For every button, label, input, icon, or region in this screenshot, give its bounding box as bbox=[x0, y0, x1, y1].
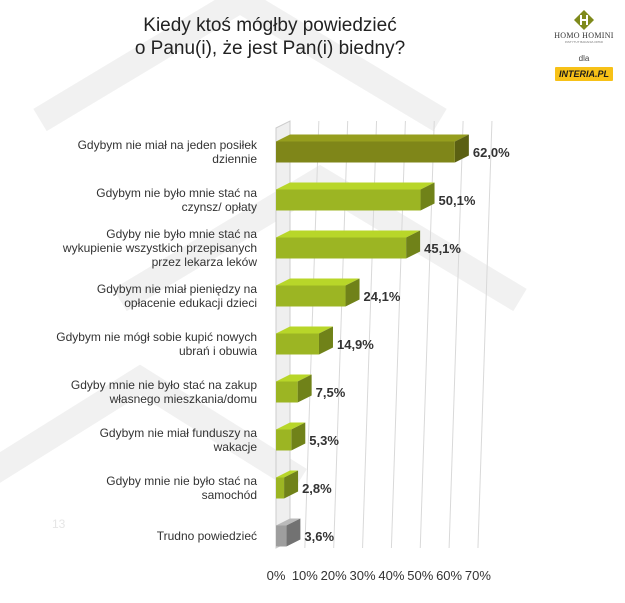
bar bbox=[276, 182, 435, 211]
category-label: wakacje bbox=[213, 440, 258, 454]
category-label: Gdyby mnie nie było stać na bbox=[106, 474, 257, 488]
gridline bbox=[448, 120, 464, 549]
bar-top bbox=[276, 422, 306, 430]
bar-front bbox=[276, 477, 285, 499]
category-label: Gdybym nie było mnie stać na bbox=[96, 186, 257, 200]
brand-for-label: dla bbox=[578, 54, 590, 63]
bar-top bbox=[276, 182, 435, 190]
bar-side bbox=[297, 374, 312, 403]
homo-homini-logo-icon bbox=[574, 10, 594, 30]
category-label: Gdybym nie miał pieniędzy na bbox=[97, 282, 257, 296]
gridline bbox=[477, 120, 493, 549]
bar bbox=[276, 326, 333, 355]
bar-front bbox=[276, 429, 292, 451]
data-label: 24,1% bbox=[364, 289, 401, 304]
category-label: Gdybym nie miał na jeden posiłek bbox=[78, 138, 258, 152]
bar bbox=[276, 374, 312, 403]
x-tick-label: 30% bbox=[350, 568, 376, 583]
bar-top bbox=[276, 470, 299, 478]
data-label: 7,5% bbox=[316, 385, 346, 400]
bar-side bbox=[454, 134, 469, 163]
chart-title: Kiedy ktoś mógłby powiedzieć o Panu(i), … bbox=[120, 14, 420, 60]
data-label: 50,1% bbox=[439, 193, 476, 208]
category-label: Gdyby nie było mnie stać na bbox=[106, 227, 257, 241]
bar bbox=[276, 470, 299, 499]
bar-top bbox=[276, 518, 301, 526]
data-label: 3,6% bbox=[304, 529, 334, 544]
category-label: ubrań i obuwia bbox=[179, 344, 257, 358]
bar-side bbox=[345, 278, 360, 307]
bar bbox=[276, 230, 421, 259]
data-label: 62,0% bbox=[473, 145, 510, 160]
category-label: wykupienie wszystkich przepisanych bbox=[62, 241, 257, 255]
category-label: czynsz/ opłaty bbox=[182, 200, 257, 214]
bar bbox=[276, 518, 301, 547]
category-label: przez lekarza leków bbox=[152, 255, 258, 269]
x-tick-label: 70% bbox=[465, 568, 491, 583]
bar-front bbox=[276, 333, 319, 355]
data-label: 45,1% bbox=[424, 241, 461, 256]
data-label: 2,8% bbox=[302, 481, 332, 496]
partner-logo: INTERIA.PL bbox=[554, 67, 613, 81]
bar-top bbox=[276, 278, 360, 286]
brand-name: HOMO HOMINI bbox=[554, 31, 614, 40]
category-label: Trudno powiedzieć bbox=[157, 529, 257, 543]
brand-block: HOMO HOMINI INSTYTUT BADANIA OPINII dla … bbox=[548, 10, 620, 82]
bar-front bbox=[276, 525, 287, 547]
x-tick-label: 20% bbox=[321, 568, 347, 583]
bar-side bbox=[420, 182, 435, 211]
x-tick-label: 60% bbox=[436, 568, 462, 583]
bar-side bbox=[291, 422, 306, 451]
bar bbox=[276, 278, 360, 307]
brand-tagline: INSTYTUT BADANIA OPINII bbox=[564, 40, 604, 44]
x-tick-label: 10% bbox=[292, 568, 318, 583]
data-label: 5,3% bbox=[309, 433, 339, 448]
bar-front bbox=[276, 237, 407, 259]
bar-front bbox=[276, 285, 346, 307]
bar-side bbox=[406, 230, 421, 259]
bar-front bbox=[276, 141, 455, 163]
bar-top bbox=[276, 230, 421, 238]
chart-title-line-1: Kiedy ktoś mógłby powiedzieć bbox=[143, 15, 397, 36]
bar-top bbox=[276, 134, 469, 142]
bar-side bbox=[318, 326, 333, 355]
bar bbox=[276, 422, 306, 451]
slide-number: 13 bbox=[52, 517, 66, 531]
category-label: samochód bbox=[202, 488, 257, 502]
x-tick-label: 50% bbox=[407, 568, 433, 583]
data-label: 14,9% bbox=[337, 337, 374, 352]
bar-side bbox=[284, 470, 299, 499]
bar-top bbox=[276, 374, 312, 382]
bar-top bbox=[276, 326, 333, 334]
x-tick-label: 40% bbox=[378, 568, 404, 583]
category-label: opłacenie edukacji dzieci bbox=[124, 296, 257, 310]
category-label: dziennie bbox=[212, 152, 257, 166]
bar bbox=[276, 134, 469, 163]
category-label: Gdybym nie mógł sobie kupić nowych bbox=[56, 330, 257, 344]
category-label: Gdyby mnie nie było stać na zakup bbox=[71, 378, 257, 392]
bar-side bbox=[286, 518, 301, 547]
x-tick-label: 0% bbox=[267, 568, 286, 583]
bar-front bbox=[276, 381, 298, 403]
chart-title-line-2: o Panu(i), że jest Pan(i) biedny? bbox=[134, 38, 406, 59]
category-label: Gdybym nie miał funduszy na bbox=[100, 426, 258, 440]
category-label: własnego mieszkania/domu bbox=[109, 392, 257, 406]
bar-front bbox=[276, 189, 421, 211]
